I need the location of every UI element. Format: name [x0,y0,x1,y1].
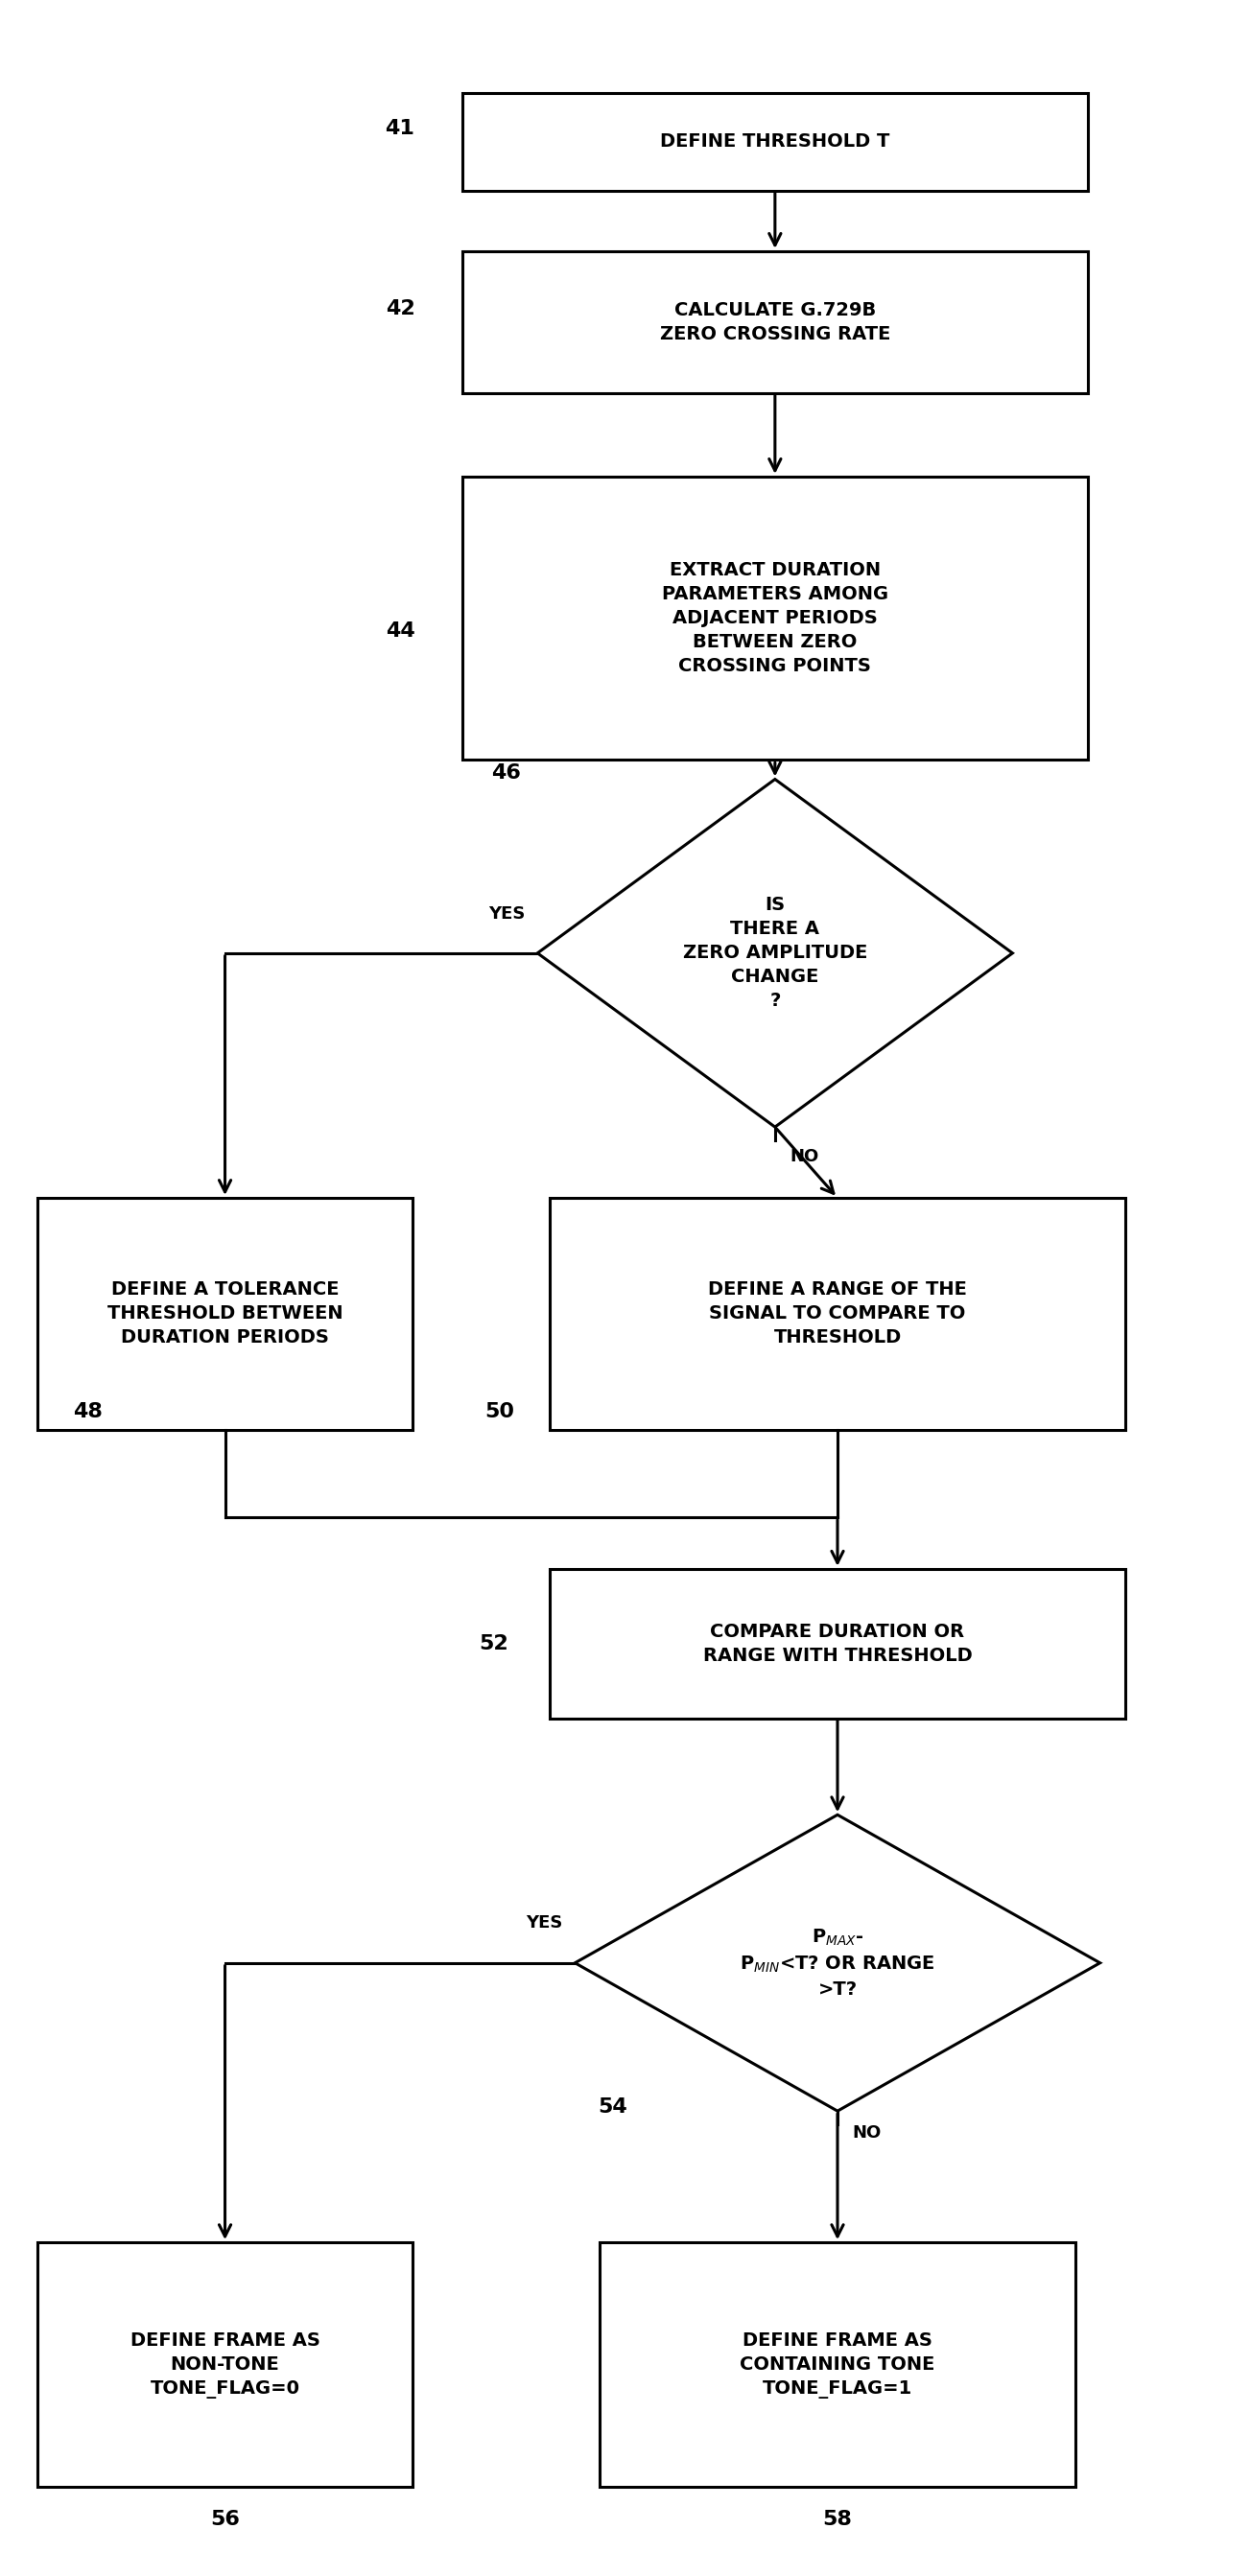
FancyBboxPatch shape [37,1198,412,1430]
Text: NO: NO [852,2123,881,2141]
Text: DEFINE FRAME AS
CONTAINING TONE
TONE_FLAG=1: DEFINE FRAME AS CONTAINING TONE TONE_FLA… [740,2331,935,2398]
FancyBboxPatch shape [550,1569,1125,1718]
Text: 46: 46 [491,762,521,783]
Text: IS
THERE A
ZERO AMPLITUDE
CHANGE
?: IS THERE A ZERO AMPLITUDE CHANGE ? [683,896,867,1010]
Text: DEFINE A TOLERANCE
THRESHOLD BETWEEN
DURATION PERIODS: DEFINE A TOLERANCE THRESHOLD BETWEEN DUR… [107,1280,343,1347]
Text: CALCULATE G.729B
ZERO CROSSING RATE: CALCULATE G.729B ZERO CROSSING RATE [660,301,890,343]
Text: 54: 54 [597,2097,628,2117]
FancyBboxPatch shape [37,2241,412,2488]
Text: NO: NO [790,1149,819,1164]
Text: 58: 58 [822,2509,852,2530]
Text: DEFINE THRESHOLD T: DEFINE THRESHOLD T [660,131,890,152]
Text: 50: 50 [485,1401,515,1422]
Text: YES: YES [526,1914,562,1932]
Text: 42: 42 [385,299,415,319]
FancyBboxPatch shape [462,477,1088,760]
Text: COMPARE DURATION OR
RANGE WITH THRESHOLD: COMPARE DURATION OR RANGE WITH THRESHOLD [702,1623,972,1664]
Polygon shape [575,1814,1100,2112]
Polygon shape [537,778,1012,1128]
Text: EXTRACT DURATION
PARAMETERS AMONG
ADJACENT PERIODS
BETWEEN ZERO
CROSSING POINTS: EXTRACT DURATION PARAMETERS AMONG ADJACE… [661,562,889,675]
Text: 41: 41 [385,118,415,139]
Text: 44: 44 [385,621,415,641]
Text: 52: 52 [479,1633,509,1654]
Text: 48: 48 [72,1401,102,1422]
Text: DEFINE FRAME AS
NON-TONE
TONE_FLAG=0: DEFINE FRAME AS NON-TONE TONE_FLAG=0 [130,2331,320,2398]
FancyBboxPatch shape [600,2241,1075,2488]
Text: YES: YES [489,904,525,922]
Text: P$_{MAX}$-
P$_{MIN}$<T? OR RANGE
>T?: P$_{MAX}$- P$_{MIN}$<T? OR RANGE >T? [740,1927,935,1999]
FancyBboxPatch shape [462,250,1088,392]
Text: DEFINE A RANGE OF THE
SIGNAL TO COMPARE TO
THRESHOLD: DEFINE A RANGE OF THE SIGNAL TO COMPARE … [707,1280,968,1347]
FancyBboxPatch shape [462,93,1088,191]
Text: 56: 56 [210,2509,240,2530]
FancyBboxPatch shape [550,1198,1125,1430]
